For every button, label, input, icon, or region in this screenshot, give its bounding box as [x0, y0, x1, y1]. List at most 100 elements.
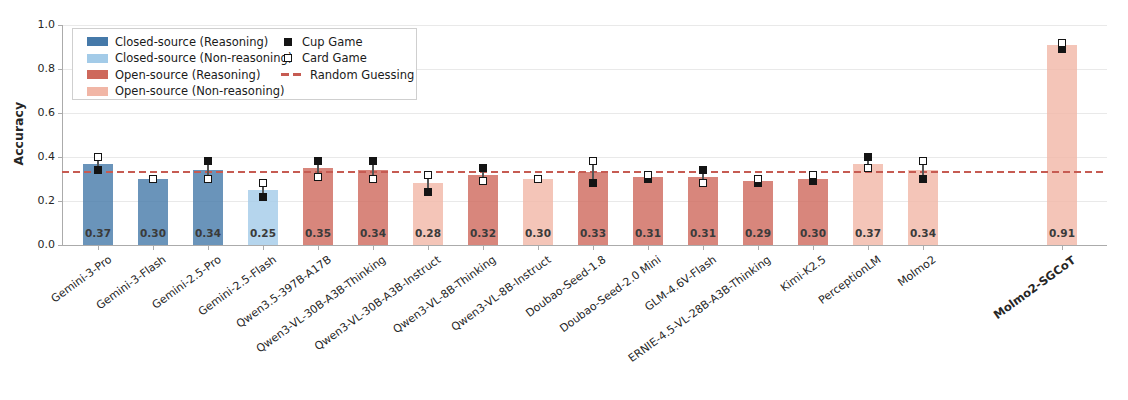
- legend-color-patch: [87, 37, 108, 46]
- legend-item-label: Closed-source (Reasoning): [115, 35, 268, 49]
- y-tick-label: 0.6: [25, 106, 55, 119]
- x-tick-mark: [483, 246, 484, 250]
- x-tick-mark: [373, 246, 374, 250]
- cup-game-marker: [864, 153, 872, 161]
- cup-game-marker: [589, 179, 597, 187]
- bar-value-label: 0.31: [681, 227, 725, 239]
- y-tick-label: 1.0: [25, 18, 55, 31]
- x-tick-mark: [593, 246, 594, 250]
- card-game-marker-icon: [284, 54, 292, 62]
- y-tick-label: 0.2: [25, 194, 55, 207]
- card-game-marker: [369, 175, 377, 183]
- card-game-marker: [94, 153, 102, 161]
- x-tick-mark: [428, 246, 429, 250]
- legend-item-card-game: Card Game: [281, 50, 367, 67]
- bar-value-label: 0.30: [516, 227, 560, 239]
- bar: [1047, 45, 1077, 245]
- x-tick-label: Molmo2-SGCoT: [991, 253, 1078, 322]
- cup-game-marker: [204, 157, 212, 165]
- bar-value-label: 0.32: [461, 227, 505, 239]
- x-tick-label: Molmo2: [896, 253, 939, 289]
- card-game-marker: [1058, 39, 1066, 47]
- bar-value-label: 0.30: [131, 227, 175, 239]
- card-game-marker: [644, 171, 652, 179]
- x-tick-mark: [813, 246, 814, 250]
- card-game-marker: [259, 179, 267, 187]
- bar-value-label: 0.29: [736, 227, 780, 239]
- bar-value-label: 0.35: [296, 227, 340, 239]
- legend-item-label: Closed-source (Non-reasoning): [115, 51, 292, 65]
- gridline: [62, 157, 1107, 158]
- x-tick-label: Doubao-Seed-2.0 Mini: [557, 253, 663, 335]
- x-tick-label: Qwen3-VL-8B-Instruct: [449, 253, 554, 334]
- x-tick-label: Qwen3-VL-8B-Thinking: [391, 253, 499, 336]
- bar-value-label: 0.30: [791, 227, 835, 239]
- bar-value-label: 0.25: [241, 227, 285, 239]
- x-tick-mark: [208, 246, 209, 250]
- cup-game-marker: [919, 175, 927, 183]
- y-tick-label: 0.8: [25, 62, 55, 75]
- legend-item-random-guessing: Random Guessing: [281, 66, 414, 83]
- legend-item-label: Card Game: [302, 51, 367, 65]
- card-game-marker: [699, 179, 707, 187]
- card-game-marker: [919, 157, 927, 165]
- bar-value-label: 0.91: [1040, 227, 1084, 239]
- card-game-marker: [534, 175, 542, 183]
- legend-item-cup-game: Cup Game: [281, 33, 363, 50]
- x-tick-mark: [923, 246, 924, 250]
- legend-color-patch: [87, 54, 108, 63]
- accuracy-bar-chart: Accuracy Closed-source (Reasoning)Closed…: [0, 0, 1128, 400]
- x-axis-spine: [62, 245, 1107, 246]
- cup-game-marker: [479, 164, 487, 172]
- gridline: [62, 113, 1107, 114]
- card-game-marker: [314, 173, 322, 181]
- card-game-marker: [149, 175, 157, 183]
- bar-value-label: 0.34: [351, 227, 395, 239]
- y-axis-label: Accuracy: [11, 106, 26, 166]
- x-tick-mark: [153, 246, 154, 250]
- legend-item-label: Open-source (Reasoning): [115, 68, 260, 82]
- legend-color-patch: [87, 70, 108, 79]
- card-game-marker: [204, 175, 212, 183]
- bar-value-label: 0.37: [846, 227, 890, 239]
- x-tick-label: Kimi-K2.5: [778, 253, 828, 295]
- x-tick-mark: [1062, 246, 1063, 250]
- legend-item-label: Cup Game: [302, 35, 363, 49]
- bar-value-label: 0.28: [406, 227, 450, 239]
- x-tick-mark: [98, 246, 99, 250]
- cup-game-marker: [314, 157, 322, 165]
- x-tick-mark: [648, 246, 649, 250]
- x-tick-label: Qwen3.5-397B-A17B: [234, 253, 334, 331]
- x-tick-mark: [263, 246, 264, 250]
- cup-game-marker: [424, 188, 432, 196]
- legend-item-closed_non_reasoning: Closed-source (Non-reasoning): [87, 50, 292, 67]
- legend-item-label: Random Guessing: [310, 68, 414, 82]
- legend-item-label: Open-source (Non-reasoning): [115, 84, 284, 98]
- y-tick-label: 0.4: [25, 150, 55, 163]
- random-guessing-line-icon: [281, 73, 303, 75]
- x-tick-mark: [318, 246, 319, 250]
- legend-item-closed_reasoning: Closed-source (Reasoning): [87, 33, 268, 50]
- card-game-marker: [754, 175, 762, 183]
- cup-game-marker: [94, 166, 102, 174]
- random-guessing-line: [62, 171, 1107, 173]
- x-tick-mark: [868, 246, 869, 250]
- cup-game-marker-icon: [284, 38, 292, 46]
- y-tick-label: 0.0: [25, 238, 55, 251]
- bar-value-label: 0.37: [76, 227, 120, 239]
- legend: Closed-source (Reasoning) Closed-source (…: [72, 28, 417, 100]
- x-tick-mark: [703, 246, 704, 250]
- bar-value-label: 0.33: [571, 227, 615, 239]
- x-tick-mark: [758, 246, 759, 250]
- card-game-marker: [479, 177, 487, 185]
- cup-game-marker: [699, 166, 707, 174]
- card-game-marker: [864, 164, 872, 172]
- legend-item-open_reasoning: Open-source (Reasoning): [87, 66, 260, 83]
- legend-color-patch: [87, 87, 108, 96]
- card-game-marker: [424, 171, 432, 179]
- gridline: [62, 25, 1107, 26]
- card-game-marker: [809, 171, 817, 179]
- legend-item-open_non_reasoning: Open-source (Non-reasoning): [87, 83, 284, 100]
- card-game-marker: [589, 157, 597, 165]
- bar-value-label: 0.34: [186, 227, 230, 239]
